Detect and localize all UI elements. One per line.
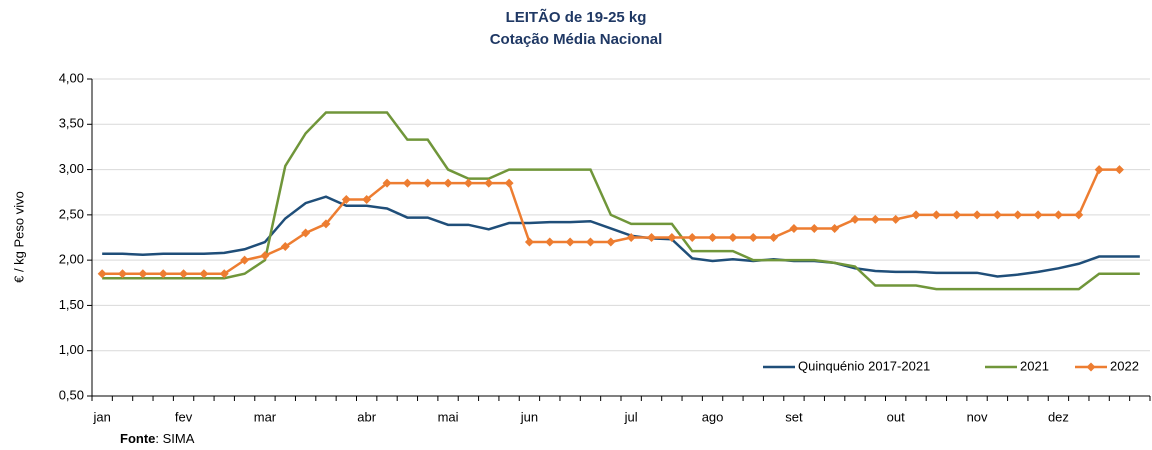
y-tick-label: 1,00 [59, 342, 84, 357]
data-point [402, 178, 412, 188]
data-point [321, 219, 331, 229]
y-tick-label: 0,50 [59, 387, 84, 402]
data-point [423, 178, 433, 188]
x-tick-label: ago [702, 409, 724, 424]
source: Fonte: SIMA [120, 431, 195, 446]
data-point [1053, 210, 1063, 220]
chart-title: LEITÃO de 19-25 kg [506, 8, 647, 26]
data-point [280, 242, 290, 252]
data-point [138, 269, 148, 279]
series-line [102, 111, 1140, 291]
data-point [992, 210, 1002, 220]
data-point [1074, 210, 1084, 220]
data-point [545, 237, 555, 247]
data-point [708, 233, 718, 242]
data-point [606, 237, 616, 247]
data-point [158, 269, 168, 279]
x-tick-label: dez [1048, 409, 1069, 424]
data-point [382, 178, 392, 188]
series-line [102, 195, 1140, 278]
data-point [1114, 165, 1124, 175]
x-tick-label: set [785, 409, 803, 424]
x-tick-label: jan [92, 409, 110, 424]
legend-label: 2021 [1020, 358, 1049, 373]
data-point [891, 214, 901, 224]
data-point [362, 194, 372, 204]
data-point [911, 210, 921, 220]
data-point [524, 237, 534, 247]
data-point [585, 237, 595, 247]
data-point [443, 178, 453, 188]
x-tick-label: fev [175, 409, 193, 424]
data-point [931, 210, 941, 220]
x-tick-label: jul [624, 409, 638, 424]
x-tick-label: mai [438, 409, 459, 424]
data-point [463, 178, 473, 188]
x-tick-label: jun [520, 409, 538, 424]
data-point [260, 251, 270, 261]
data-point [199, 269, 209, 279]
data-point [484, 178, 494, 188]
data-point [565, 237, 575, 247]
y-tick-label: 3,00 [59, 161, 84, 176]
y-tick-label: 1,50 [59, 297, 84, 312]
data-point [1033, 210, 1043, 220]
data-point [118, 269, 128, 279]
data-point [647, 233, 657, 242]
x-tick-label: nov [967, 409, 988, 424]
data-point [850, 214, 860, 224]
source-label: Fonte [120, 431, 155, 446]
x-tick-label: out [887, 409, 905, 424]
data-point [219, 269, 229, 279]
y-tick-label: 4,00 [59, 70, 84, 85]
series-line [102, 168, 1120, 275]
data-point [240, 255, 250, 265]
y-tick-label: 2,00 [59, 252, 84, 267]
legend-label: Quinquénio 2017-2021 [798, 358, 930, 373]
data-point [972, 210, 982, 220]
data-point [687, 233, 697, 242]
legend-label: 2022 [1110, 358, 1139, 373]
source-text: : SIMA [155, 431, 194, 446]
data-point [728, 233, 738, 242]
data-point [870, 214, 880, 224]
data-point [504, 178, 514, 188]
data-point [952, 210, 962, 220]
data-point [301, 228, 311, 238]
data-point [809, 223, 819, 233]
data-point [1094, 165, 1104, 175]
chart-subtitle: Cotação Média Nacional [490, 31, 663, 48]
legend-marker [1086, 362, 1096, 372]
data-point [769, 233, 779, 242]
x-tick-label: mar [254, 409, 277, 424]
data-point [179, 269, 189, 279]
data-point [748, 233, 758, 242]
y-axis-title: € / kg Peso vivo [11, 191, 26, 283]
data-point [830, 223, 840, 233]
data-point [97, 269, 107, 279]
y-tick-label: 3,50 [59, 116, 84, 131]
data-point [626, 233, 636, 242]
x-tick-label: abr [357, 409, 376, 424]
y-tick-label: 2,50 [59, 206, 84, 221]
data-point [789, 223, 799, 233]
data-point [1013, 210, 1023, 220]
data-point [341, 194, 351, 204]
data-point [667, 233, 677, 242]
